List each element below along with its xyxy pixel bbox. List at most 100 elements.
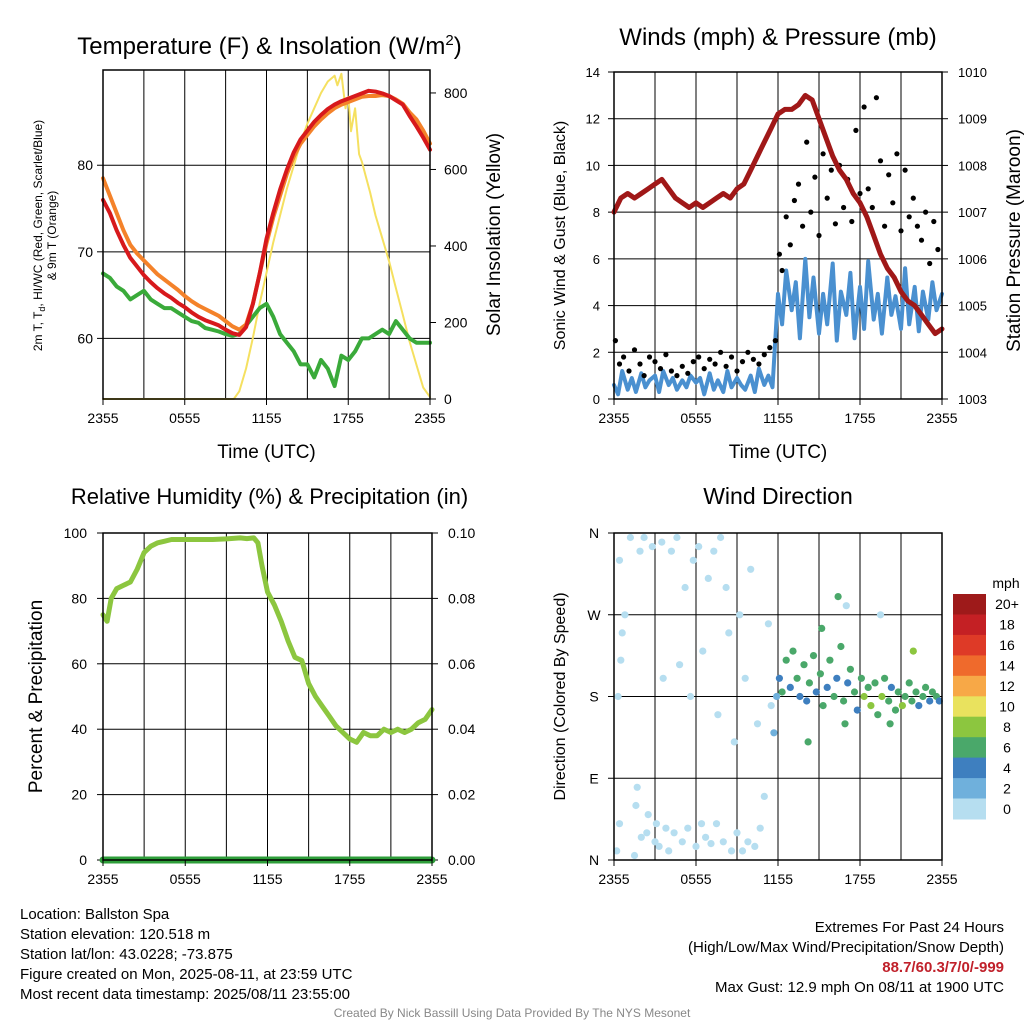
direction-point xyxy=(926,697,934,705)
wind-gust-point xyxy=(734,368,740,374)
direction-point xyxy=(837,642,845,651)
wind-ytick-right-label: 1007 xyxy=(958,205,987,220)
direction-point xyxy=(697,820,706,828)
wind-gust-point xyxy=(783,214,789,220)
rh-ytick-label: 20 xyxy=(71,787,87,803)
wind-gust-point xyxy=(898,228,904,234)
station-elevation: Station elevation: 120.518 m xyxy=(20,926,211,943)
wind-gust-point xyxy=(637,361,643,367)
max-gust: Max Gust: 12.9 mph On 08/11 at 1900 UTC xyxy=(714,979,1004,996)
direction-point xyxy=(727,847,736,855)
wind-gust-point xyxy=(663,352,669,358)
colorbar-label: 8 xyxy=(1003,719,1011,735)
colorbar-label: 6 xyxy=(1003,739,1011,755)
direction-point xyxy=(846,665,855,673)
colorbar-swatch xyxy=(953,716,986,738)
figure-created: Figure created on Mon, 2025-08-11, at 23… xyxy=(20,966,353,983)
wind-gust-point xyxy=(861,104,867,110)
temp-ylabel-sub: d xyxy=(37,307,47,312)
dir-xtick-label: 2355 xyxy=(598,871,629,887)
direction-point xyxy=(662,824,670,832)
wind-gust-point xyxy=(869,204,875,211)
direction-point xyxy=(637,833,645,841)
direction-point xyxy=(905,679,913,687)
dir-xtick-label: 1155 xyxy=(763,871,793,887)
temp-series-temp_2m xyxy=(101,88,432,337)
wind-ytick-label: 12 xyxy=(586,112,600,127)
direction-point xyxy=(733,829,741,837)
direction-point xyxy=(626,533,635,542)
direction-point xyxy=(891,706,900,714)
direction-point xyxy=(935,697,943,705)
temp-title: Temperature (F) & Insolation (W/m2) xyxy=(77,32,461,60)
direction-point xyxy=(857,674,866,682)
recent-timestamp: Most recent data timestamp: 2025/08/11 2… xyxy=(20,986,350,1003)
wind-gust-point xyxy=(696,354,702,360)
direction-point xyxy=(789,647,797,655)
wind-gust-point xyxy=(886,172,892,178)
direction-point xyxy=(793,674,801,682)
direction-point xyxy=(707,840,715,848)
colorbar-swatch xyxy=(953,675,986,697)
wind-gust-point xyxy=(820,151,826,157)
temp-ytick-right-label: 800 xyxy=(444,85,468,101)
direction-point xyxy=(885,697,893,705)
direction-point xyxy=(714,711,722,719)
dir-xtick-label: 1755 xyxy=(844,871,875,887)
direction-point xyxy=(692,842,700,851)
wind-xtick-label: 1755 xyxy=(844,410,875,426)
wind-gust-point xyxy=(914,223,921,229)
direction-point xyxy=(712,820,721,828)
wind-ytick-right-label: 1004 xyxy=(958,345,987,360)
wind-gust-point xyxy=(739,359,746,365)
dir-xtick-label: 0555 xyxy=(680,871,711,887)
direction-point xyxy=(878,692,886,701)
temp-ylabel-part: , HI/WC (Red, Green, Scarlet/Blue) xyxy=(31,120,45,307)
wind-gust-point xyxy=(776,251,783,257)
direction-point xyxy=(684,824,692,832)
direction-point xyxy=(834,593,842,601)
rh-ytick-label: 60 xyxy=(71,656,87,672)
direction-point xyxy=(782,656,790,664)
direction-point xyxy=(894,688,902,696)
wind-gust-point xyxy=(685,370,691,376)
direction-point xyxy=(876,611,885,619)
direction-point xyxy=(655,842,663,851)
rh-ytick-right-label: 0.06 xyxy=(448,656,475,672)
wind-ytick-label: 8 xyxy=(593,205,600,220)
wind-ylabel: Sonic Wind & Gust (Blue, Black) xyxy=(552,121,569,350)
wind-gust-point xyxy=(935,246,941,253)
direction-point xyxy=(809,652,818,660)
direction-point xyxy=(812,688,820,696)
direction-point xyxy=(702,833,710,841)
colorbar-swatch xyxy=(953,778,986,800)
direction-point xyxy=(800,661,808,669)
wind-gust-point xyxy=(853,127,859,133)
temp-title-sup: 2 xyxy=(445,32,453,49)
direction-point xyxy=(912,688,920,696)
rh-ytick-right-label: 0.10 xyxy=(448,525,475,541)
direction-point xyxy=(819,702,827,710)
wind-gust-point xyxy=(906,214,912,220)
dir-ytick-label: E xyxy=(589,770,598,786)
direction-point xyxy=(909,647,917,655)
wind-ytick-right-label: 1008 xyxy=(958,158,987,173)
dir-ytick-label: N xyxy=(589,525,599,541)
rh-xtick-label: 1155 xyxy=(252,871,282,887)
colorbar-swatch xyxy=(953,655,986,677)
temp-xtick-label: 2355 xyxy=(414,410,445,426)
temp-ytick-label: 70 xyxy=(77,244,93,260)
rh-title: Relative Humidity (%) & Precipitation (i… xyxy=(71,484,468,509)
direction-point xyxy=(778,688,786,696)
direction-point xyxy=(648,543,656,551)
wind-gust-point xyxy=(857,190,863,197)
wind-gust-point xyxy=(718,349,724,355)
direction-point xyxy=(651,838,659,846)
direction-point xyxy=(725,629,733,637)
wind-gust-point xyxy=(841,204,847,211)
direction-point xyxy=(643,829,651,837)
temp-ytick-label: 60 xyxy=(77,330,93,346)
direction-point xyxy=(710,547,718,555)
wind-ytick-right-label: 1006 xyxy=(958,252,987,267)
